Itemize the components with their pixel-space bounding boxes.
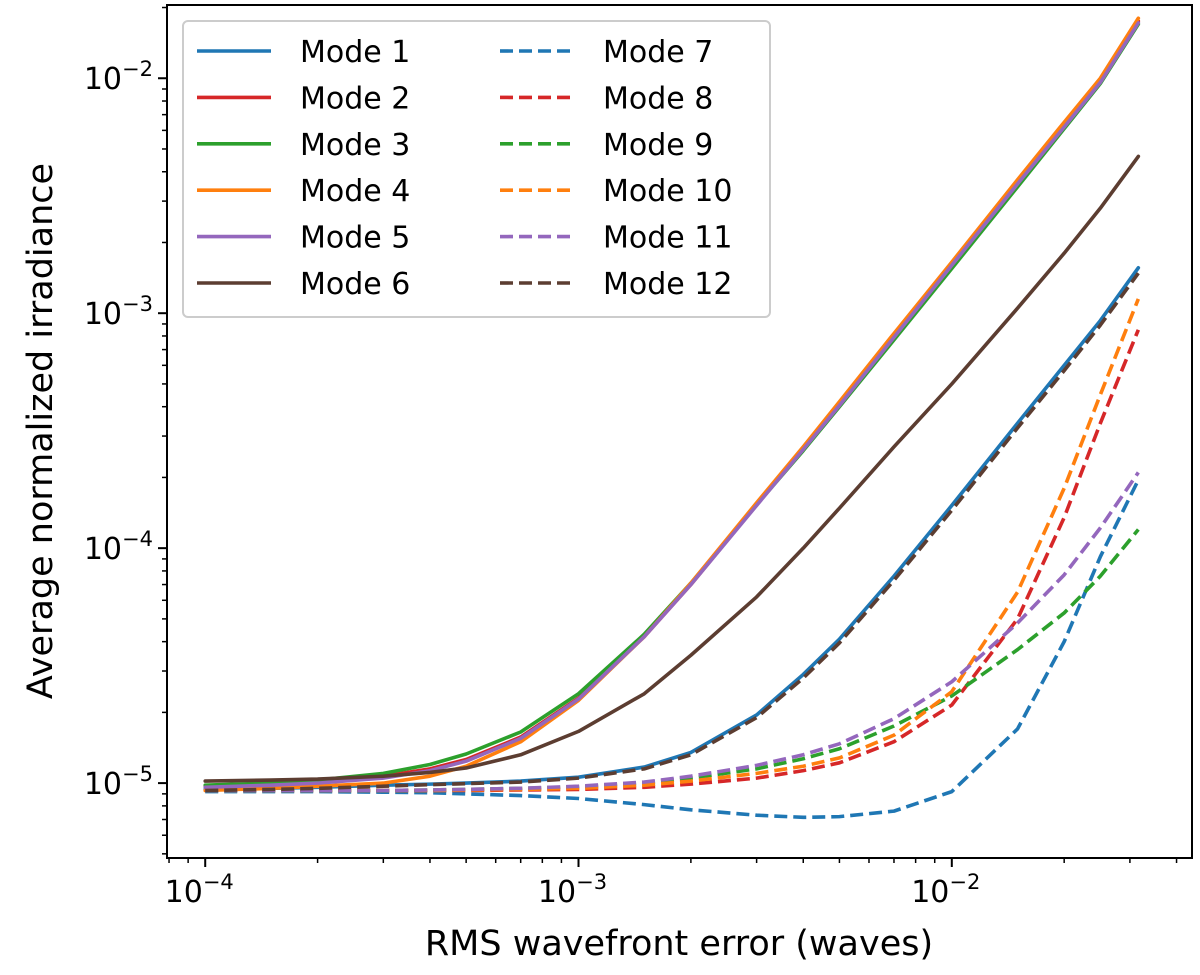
legend-label: Mode 1 bbox=[300, 35, 410, 70]
legend-box bbox=[182, 20, 771, 318]
legend: Mode 1 Mode 2 Mode 3 Mode 4 Mode 5 Mode 6 Mode… bbox=[182, 20, 771, 318]
major-ticks bbox=[158, 77, 953, 867]
legend-label: Mode 7 bbox=[603, 35, 713, 70]
legend-label: Mode 9 bbox=[603, 128, 713, 163]
series-layer bbox=[203, 16, 1141, 820]
series-line-mode-12 bbox=[205, 272, 1140, 793]
series-line-mode-11 bbox=[205, 471, 1140, 793]
legend-label: Mode 6 bbox=[300, 267, 410, 302]
x-axis-label: RMS wavefront error (waves) bbox=[425, 924, 933, 964]
x-tick-label: 10−2 bbox=[911, 870, 980, 910]
legend-label: Mode 4 bbox=[300, 174, 410, 209]
y-tick-label: 10−2 bbox=[84, 57, 153, 97]
series-line-mode-6 bbox=[203, 154, 1141, 783]
x-tick-label: 10−4 bbox=[165, 870, 234, 910]
legend-label: Mode 2 bbox=[300, 81, 410, 116]
legend-label: Mode 12 bbox=[603, 267, 732, 302]
y-axis-label: Average normalized irradiance bbox=[21, 163, 61, 699]
y-tick-label: 10−3 bbox=[84, 292, 153, 332]
y-tick-label: 10−5 bbox=[84, 762, 153, 802]
plot-frame bbox=[166, 4, 1193, 859]
legend-label: Mode 11 bbox=[603, 221, 732, 256]
x-tick-label: 10−3 bbox=[538, 870, 607, 910]
legend-label: Mode 8 bbox=[603, 81, 713, 116]
legend-label: Mode 3 bbox=[300, 128, 410, 163]
legend-label: Mode 10 bbox=[603, 174, 732, 209]
legend-label: Mode 5 bbox=[300, 221, 410, 256]
tick-labels: 10−4 10−3 10−2 10−5 10−4 10−3 10−2 bbox=[84, 57, 981, 910]
series-line-mode-5 bbox=[203, 21, 1141, 790]
y-tick-label: 10−4 bbox=[84, 527, 153, 567]
